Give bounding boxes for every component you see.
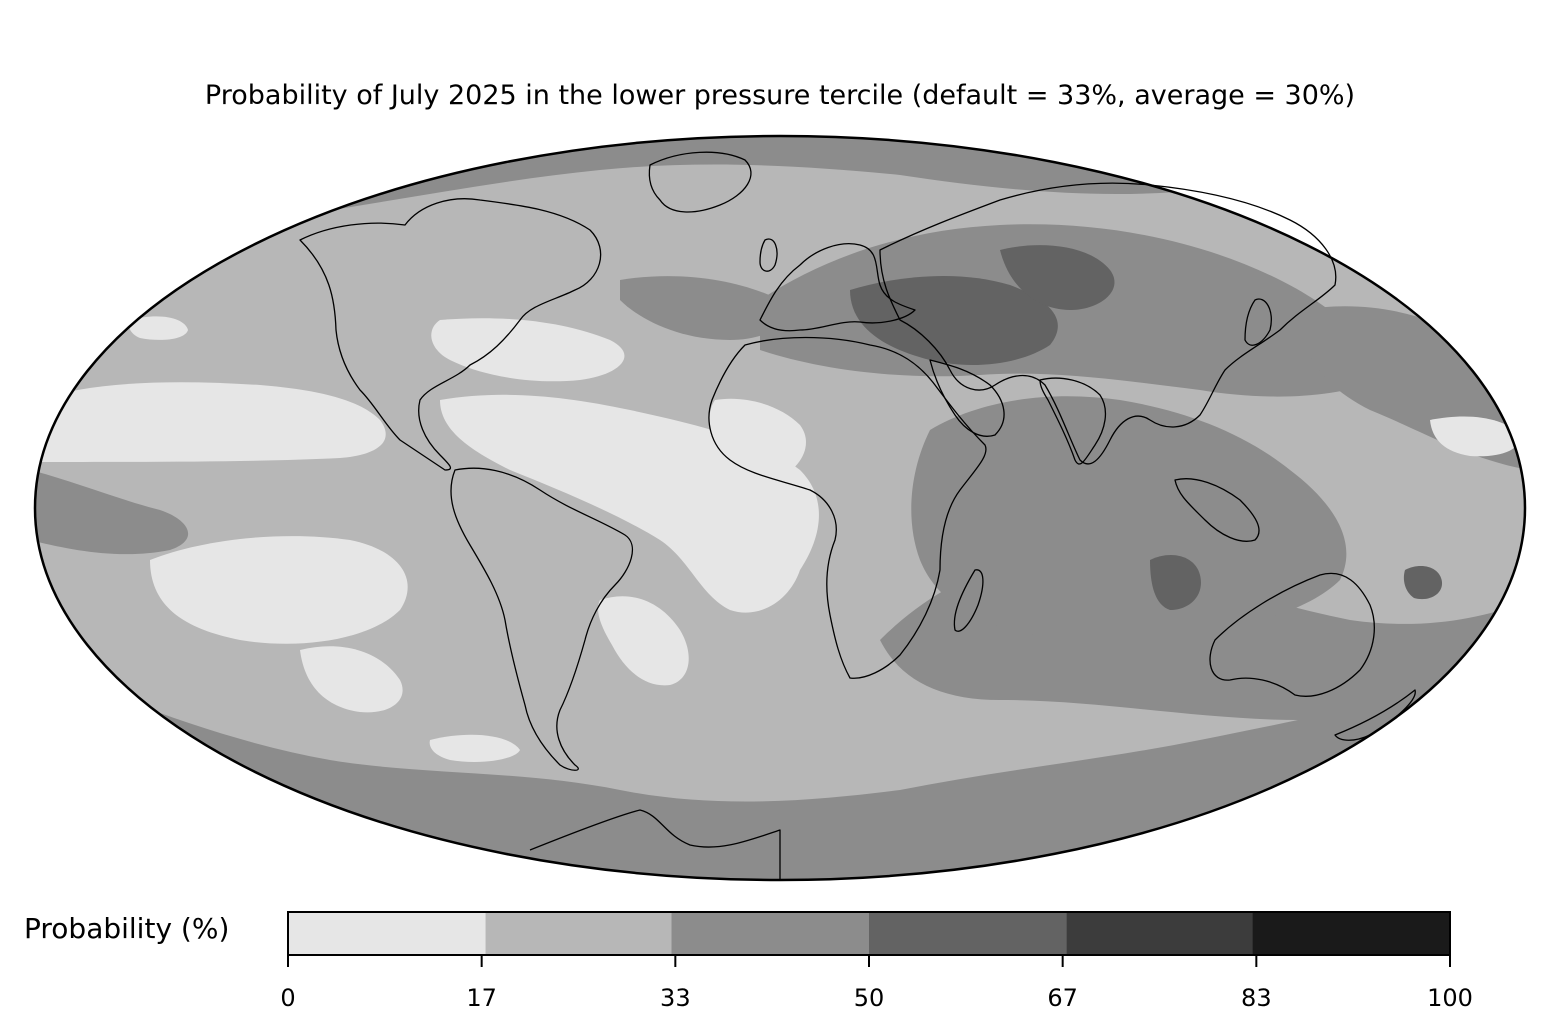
colorbar-label: Probability (%) — [24, 912, 230, 945]
colorbar — [287, 911, 1451, 967]
colorbar-tick-label-0: 0 — [280, 984, 296, 1012]
probability-field — [35, 136, 1525, 880]
colorbar-tick-label-5: 83 — [1241, 984, 1272, 1012]
colorbar-tick-label-1: 17 — [466, 984, 497, 1012]
colorbar-bin-2 — [671, 912, 869, 955]
field-north-atlantic — [620, 276, 787, 340]
colorbar-tick-label-4: 67 — [1047, 984, 1078, 1012]
coast-uk — [759, 238, 778, 272]
coast-greenland — [648, 151, 752, 213]
field-south-ocean-low — [429, 734, 520, 762]
field-south-pacific-low — [150, 536, 408, 644]
coast-southeast-asia — [1174, 478, 1260, 542]
globe-outline — [33, 134, 1527, 882]
coast-australia — [1209, 572, 1375, 697]
colorbar-bin-5 — [1252, 912, 1450, 955]
coast-japan — [1244, 298, 1272, 346]
field-indian-ocean — [911, 396, 1347, 640]
field-coral-sea-high — [1403, 566, 1443, 600]
coast-india — [1039, 377, 1107, 465]
field-south-atlantic-low — [598, 596, 689, 686]
coast-north-america — [299, 198, 602, 471]
coast-antarctica — [529, 809, 781, 880]
field-gulf-low — [431, 318, 625, 382]
field-south-pacific-low-2 — [300, 646, 403, 713]
coast-new-zealand — [1334, 689, 1416, 741]
field-west-pacific — [35, 470, 189, 555]
colorbar-tick-label-6: 100 — [1427, 984, 1473, 1012]
field-central-asia-high — [1000, 245, 1115, 310]
coast-madagascar — [953, 569, 984, 632]
coast-south-america — [450, 467, 634, 771]
field-indian-ocean-high — [1150, 555, 1201, 610]
colorbar-tick-label-3: 50 — [853, 984, 885, 1012]
colorbar-bin-3 — [869, 912, 1067, 955]
colorbar-tick-label-2: 33 — [660, 984, 691, 1012]
field-west-africa-low — [709, 398, 806, 481]
coast-africa — [708, 336, 987, 679]
colorbar-bin-4 — [1066, 912, 1253, 955]
field-north-pacific-low — [128, 316, 188, 340]
colorbar-bin-1 — [485, 912, 672, 955]
field-tropical-pacific-low — [35, 382, 386, 462]
coast-arabia — [929, 359, 1005, 437]
map-title: Probability of July 2025 in the lower pr… — [204, 80, 1356, 111]
colorbar-bin-0 — [288, 912, 486, 955]
field-east-pacific-low — [1430, 416, 1521, 457]
field-middle-east-high — [850, 275, 1058, 365]
